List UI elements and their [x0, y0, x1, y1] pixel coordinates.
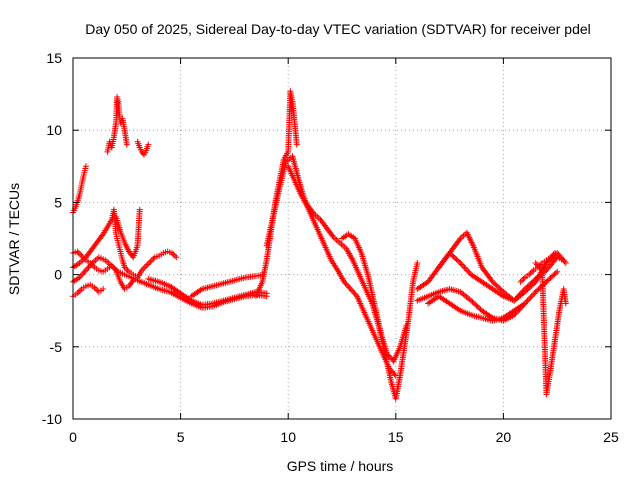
- x-tick-label: 20: [496, 429, 512, 445]
- plus-marks: [104, 93, 130, 155]
- x-axis-title: GPS time / hours: [287, 458, 394, 474]
- plus-marks: [134, 138, 152, 158]
- plus-marks: [517, 249, 559, 285]
- plus-marks: [145, 275, 270, 308]
- series-arc7: [70, 281, 107, 300]
- y-tick-label: 10: [46, 122, 62, 138]
- series-arc20: [517, 249, 559, 285]
- series-arc4: [104, 93, 130, 155]
- y-tick-label: 0: [54, 267, 62, 283]
- series-arc9: [145, 275, 270, 308]
- grid-lines: [73, 58, 611, 419]
- plus-marks: [435, 229, 567, 304]
- plot-frame: [72, 57, 612, 420]
- series-arc18: [414, 286, 528, 324]
- series-arc14: [339, 231, 410, 365]
- plus-marks: [70, 281, 107, 300]
- plus-marks: [263, 153, 399, 379]
- chart-title: Day 050 of 2025, Sidereal Day-to-day VTE…: [85, 21, 591, 37]
- series-arc13: [285, 163, 421, 402]
- y-axis-title: SDTVAR / TECUs: [6, 183, 22, 295]
- x-tick-label: 15: [388, 429, 404, 445]
- plus-marks: [70, 254, 270, 311]
- series-arc19: [532, 260, 569, 398]
- y-tick-label: 15: [46, 50, 62, 66]
- series-arc8: [70, 254, 270, 311]
- y-tick-labels: -10 -5 0 5 10 15: [42, 50, 62, 427]
- plus-marks: [188, 271, 266, 300]
- y-tick-label: 5: [54, 194, 62, 210]
- x-tick-labels: 0 5 10 15 20 25: [69, 429, 619, 445]
- series-arc5: [113, 206, 143, 261]
- plus-marks: [339, 231, 410, 365]
- plus-marks: [113, 206, 143, 261]
- x-tick-label: 10: [280, 429, 296, 445]
- x-tick-label: 25: [603, 429, 619, 445]
- data-marks: [70, 88, 569, 402]
- series-arc17: [435, 229, 567, 304]
- series-arc12: [263, 153, 399, 379]
- plus-marks: [414, 286, 528, 324]
- x-tick-label: 0: [69, 429, 77, 445]
- series-arc10: [188, 271, 266, 300]
- plus-marks: [285, 163, 421, 402]
- series-arc6: [134, 138, 152, 158]
- x-tick-label: 5: [177, 429, 185, 445]
- y-tick-label: -10: [42, 411, 62, 427]
- y-tick-label: -5: [50, 339, 63, 355]
- axis-ticks: [72, 57, 612, 420]
- plus-marks: [532, 260, 569, 398]
